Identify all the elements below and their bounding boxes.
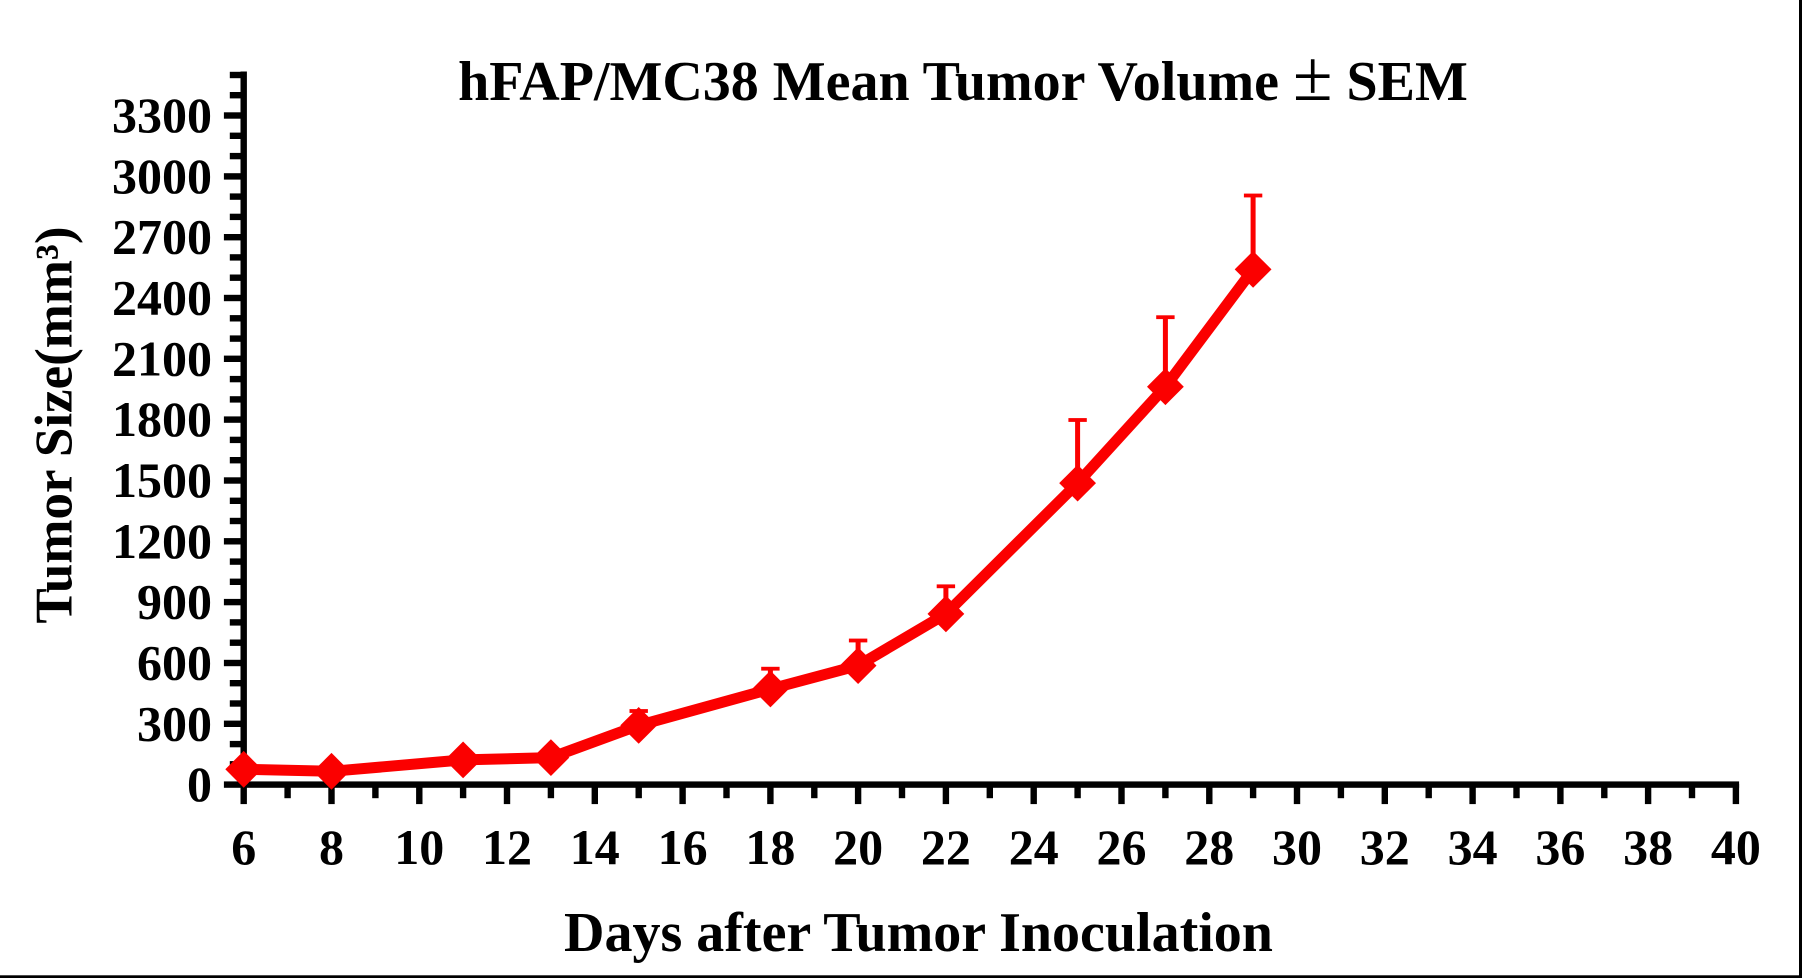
svg-text:32: 32: [1360, 819, 1410, 875]
svg-text:26: 26: [1097, 819, 1147, 875]
svg-text:6: 6: [231, 819, 256, 875]
svg-text:34: 34: [1448, 819, 1498, 875]
svg-text:1500: 1500: [112, 452, 212, 508]
svg-text:1200: 1200: [112, 513, 212, 569]
svg-text:20: 20: [833, 819, 883, 875]
svg-text:Tumor Size(mm³): Tumor Size(mm³): [26, 226, 84, 623]
svg-text:40: 40: [1711, 819, 1761, 875]
svg-text:28: 28: [1184, 819, 1234, 875]
svg-text:8: 8: [319, 819, 344, 875]
svg-text:900: 900: [137, 574, 212, 630]
svg-text:2700: 2700: [112, 209, 212, 265]
svg-text:30: 30: [1272, 819, 1322, 875]
svg-text:10: 10: [394, 819, 444, 875]
svg-text:16: 16: [658, 819, 708, 875]
svg-text:300: 300: [137, 695, 212, 751]
svg-text:3000: 3000: [112, 148, 212, 204]
svg-text:1800: 1800: [112, 391, 212, 447]
svg-text:38: 38: [1623, 819, 1673, 875]
svg-text:Days after Tumor Inoculation: Days after Tumor Inoculation: [564, 902, 1273, 964]
svg-text:22: 22: [921, 819, 971, 875]
svg-text:600: 600: [137, 635, 212, 691]
svg-text:2100: 2100: [112, 330, 212, 386]
svg-text:14: 14: [570, 819, 620, 875]
svg-text:36: 36: [1535, 819, 1585, 875]
svg-text:3300: 3300: [112, 87, 212, 143]
svg-text:24: 24: [1009, 819, 1059, 875]
svg-text:18: 18: [745, 819, 795, 875]
svg-text:12: 12: [482, 819, 532, 875]
svg-text:2400: 2400: [112, 270, 212, 326]
svg-text:0: 0: [187, 756, 212, 812]
